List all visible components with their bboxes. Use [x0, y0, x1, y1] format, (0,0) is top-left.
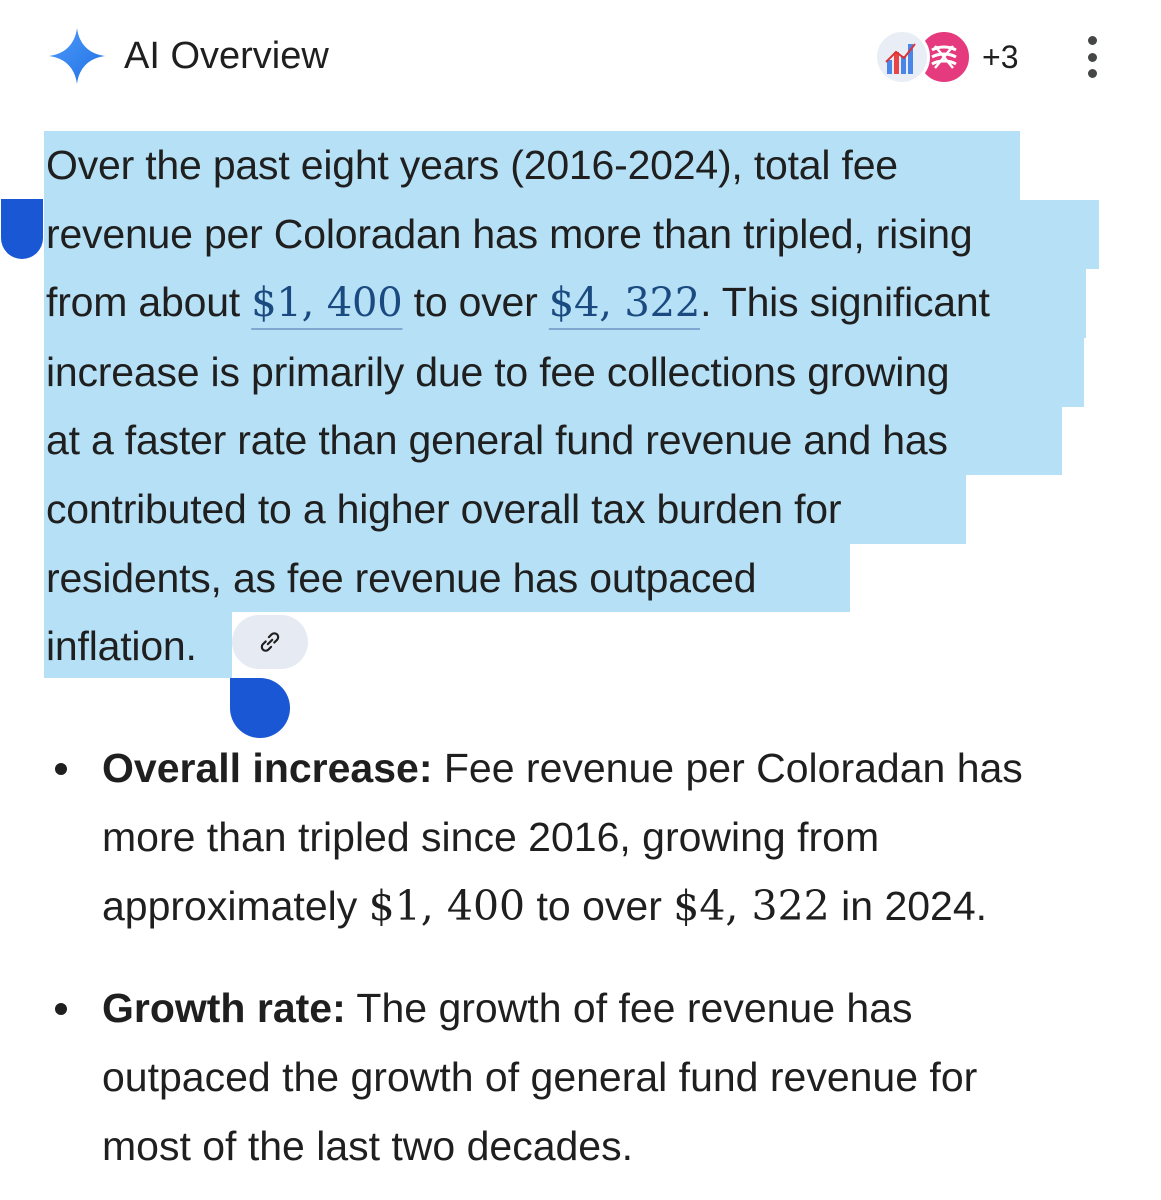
bullet-text: in 2024.	[829, 883, 988, 929]
selection-start-handle[interactable]	[1, 199, 43, 259]
header-title: AI Overview	[124, 35, 329, 77]
sources-group[interactable]: +3	[874, 27, 1018, 87]
overview-summary: Over the past eight years (2016-2024), t…	[46, 131, 1126, 681]
summary-line: revenue per Coloradan has more than trip…	[46, 210, 973, 257]
summary-line: Over the past eight years (2016-2024), t…	[46, 142, 898, 188]
bullet-marker	[55, 1003, 67, 1015]
summary-text: . This significant	[700, 279, 990, 326]
bullet-text: to over	[525, 883, 674, 929]
source-link-button[interactable]	[232, 615, 308, 669]
selection-end-handle[interactable]	[230, 678, 290, 738]
summary-line: increase is primarily due to fee collect…	[46, 348, 950, 395]
bullet-text: The growth of fee revenue has	[345, 985, 913, 1031]
amount-end-value[interactable]: $4, 322	[548, 280, 701, 327]
summary-line: contributed to a higher overall tax burd…	[46, 485, 842, 532]
bullet-text: approximately	[102, 883, 369, 929]
bullet-item-growth-rate: Growth rate: The growth of fee revenue h…	[102, 974, 1142, 1181]
source-chart-icon[interactable]	[874, 29, 930, 85]
bullet-marker	[55, 763, 67, 775]
amount-start-value[interactable]: $1, 400	[251, 280, 403, 327]
more-sources-count[interactable]: +3	[982, 38, 1019, 75]
bullet-line: most of the last two decades.	[102, 1123, 633, 1169]
summary-line: from about $1, 400 to over $4, 322. This…	[46, 268, 1126, 338]
summary-line: residents, as fee revenue has outpaced	[46, 554, 757, 601]
bullet-line: outpaced the growth of general fund reve…	[102, 1054, 978, 1100]
bullet-label: Overall increase:	[102, 745, 433, 791]
bullet-text: Fee revenue per Coloradan has	[432, 745, 1023, 791]
sparkle-icon	[49, 28, 105, 84]
link-icon	[260, 632, 280, 652]
bullet-line: more than tripled since 2016, growing fr…	[102, 814, 880, 860]
more-vert-icon[interactable]	[1078, 36, 1106, 78]
summary-text: to over	[402, 279, 549, 326]
bullet-item-overall-increase: Overall increase: Fee revenue per Colora…	[102, 734, 1142, 941]
amount-end-value: $4, 322	[673, 882, 830, 930]
ai-overview-header: AI Overview +3	[0, 0, 1161, 112]
summary-line: inflation.	[46, 623, 197, 670]
amount-start-value: $1, 400	[368, 882, 526, 930]
summary-text: from about	[46, 279, 252, 326]
summary-line: at a faster rate than general fund reven…	[46, 417, 948, 464]
bullet-label: Growth rate:	[102, 985, 346, 1031]
